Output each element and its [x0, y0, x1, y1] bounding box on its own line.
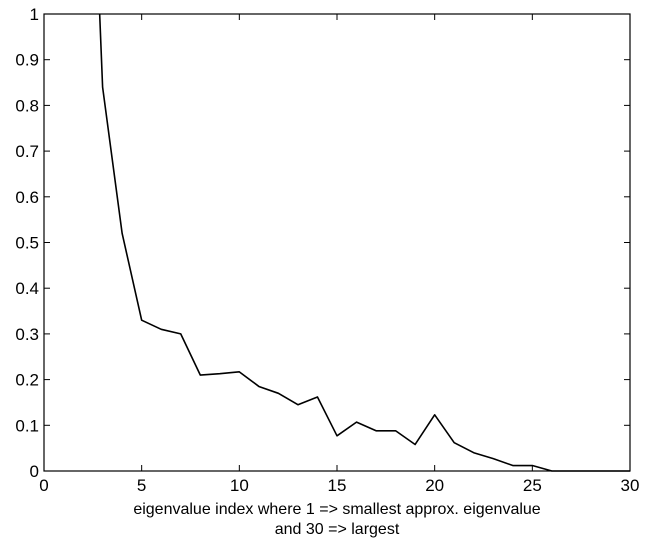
- y-tick-label: 0.6: [15, 188, 39, 207]
- x-tick-label: 30: [621, 476, 640, 495]
- series-layer: [98, 13, 630, 472]
- y-tick-label: 0.4: [15, 279, 39, 298]
- x-tick-label: 25: [523, 476, 542, 495]
- x-tick-label: 15: [328, 476, 347, 495]
- x-tick-label: 5: [137, 476, 146, 495]
- x-axis-title-line-1: eigenvalue index where 1 => smallest app…: [133, 501, 540, 518]
- y-tick-label: 0: [30, 462, 39, 481]
- x-axis-title-line-2: and 30 => largest: [275, 521, 400, 538]
- y-tick-label: 0.3: [15, 325, 39, 344]
- series-line: [98, 13, 630, 472]
- y-tick-label: 0.2: [15, 371, 39, 390]
- x-tick-label: 10: [230, 476, 249, 495]
- plot-area-frame: [43, 13, 631, 472]
- x-tick-label: 20: [425, 476, 444, 495]
- axis-tick-labels: 0 5 10 15 20 25 30 0 0.1 0.2 0.3 0.4 0.5 0.6 0.7 0.8 0.9…: [15, 5, 639, 495]
- x-tick-label: 0: [39, 476, 48, 495]
- y-tick-label: 0.7: [15, 142, 39, 161]
- y-tick-label: 0.8: [15, 96, 39, 115]
- y-tick-label: 0.9: [15, 51, 39, 70]
- axis-ticks: [43, 13, 631, 472]
- y-tick-label: 1: [30, 5, 39, 24]
- y-tick-label: 0.1: [15, 416, 39, 435]
- y-tick-label: 0.5: [15, 234, 39, 253]
